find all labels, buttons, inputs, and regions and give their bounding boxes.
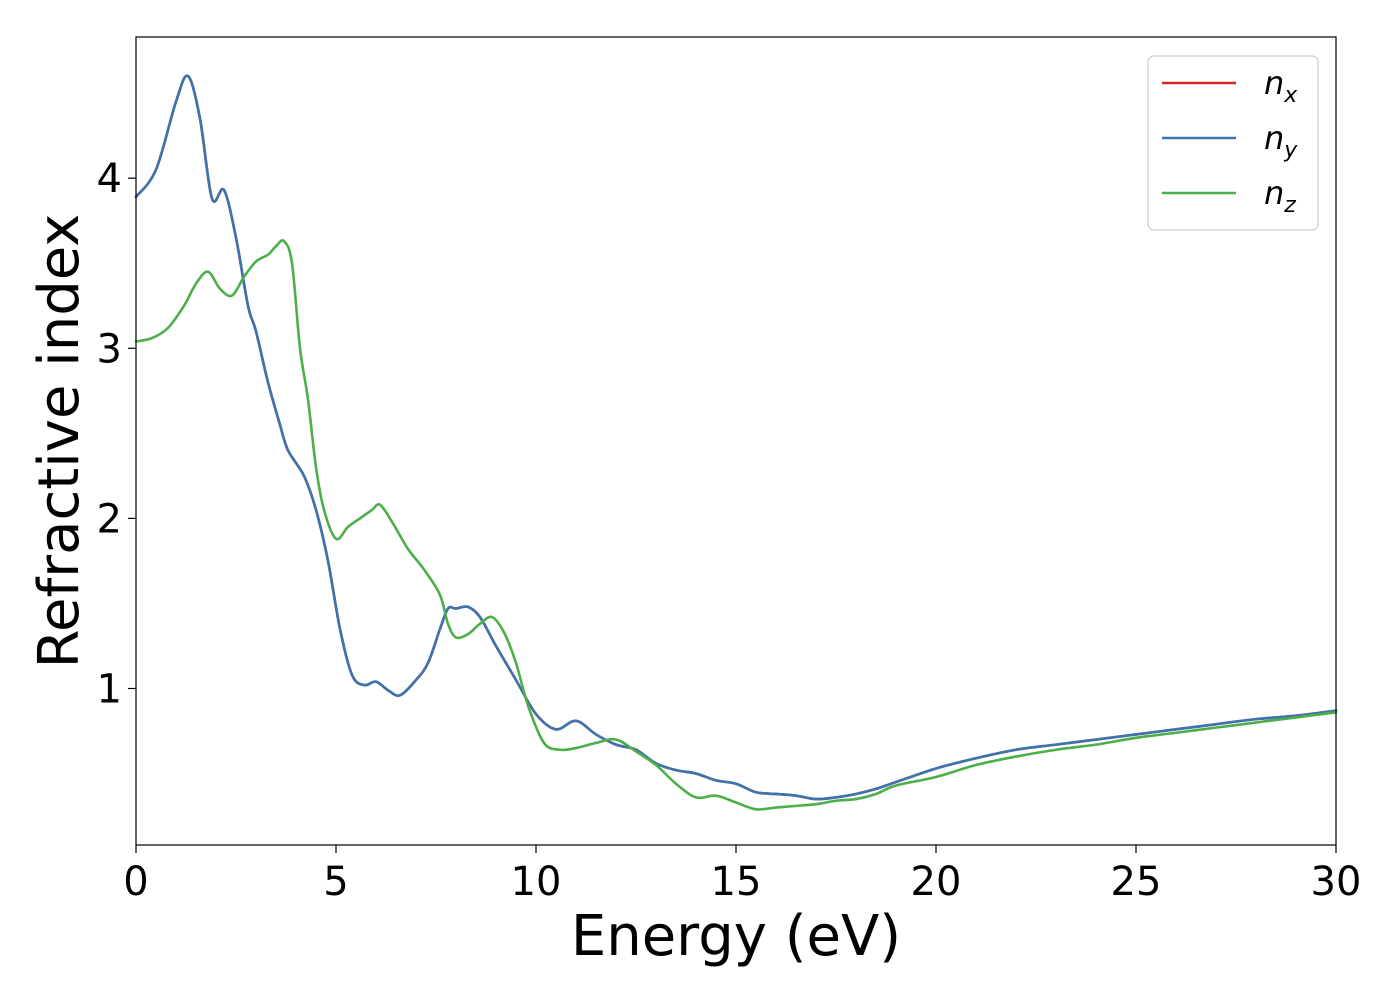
legend-label-nx: nx [1264,64,1298,108]
series-line-nz [134,239,1338,811]
series-line-ny [134,74,1338,801]
x-tick-label: 0 [123,859,148,905]
y-tick-label: 2 [97,496,122,542]
legend-box [1147,55,1319,231]
x-tick-label: 25 [1111,859,1162,905]
x-tick-label: 5 [323,859,348,905]
legend-label-ny: ny [1264,119,1298,163]
plot-background [136,37,1336,845]
x-tick-label: 20 [911,859,962,905]
series-layer [134,74,1338,811]
x-tick-label: 10 [511,859,562,905]
y-axis-ticks: 1 2 3 4 [97,156,136,713]
y-tick-label: 1 [97,667,122,713]
y-tick-label: 4 [97,156,122,202]
legend-label-nz: nz [1264,174,1296,218]
x-tick-label: 30 [1311,859,1362,905]
y-axis-label: Refractive index [27,214,92,669]
x-tick-label: 15 [711,859,762,905]
legend: nx ny nz [1147,55,1319,231]
x-axis-label: Energy (eV) [571,904,901,969]
y-tick-label: 3 [97,326,122,372]
x-axis-ticks: 0 5 10 15 20 25 30 [123,845,1361,905]
